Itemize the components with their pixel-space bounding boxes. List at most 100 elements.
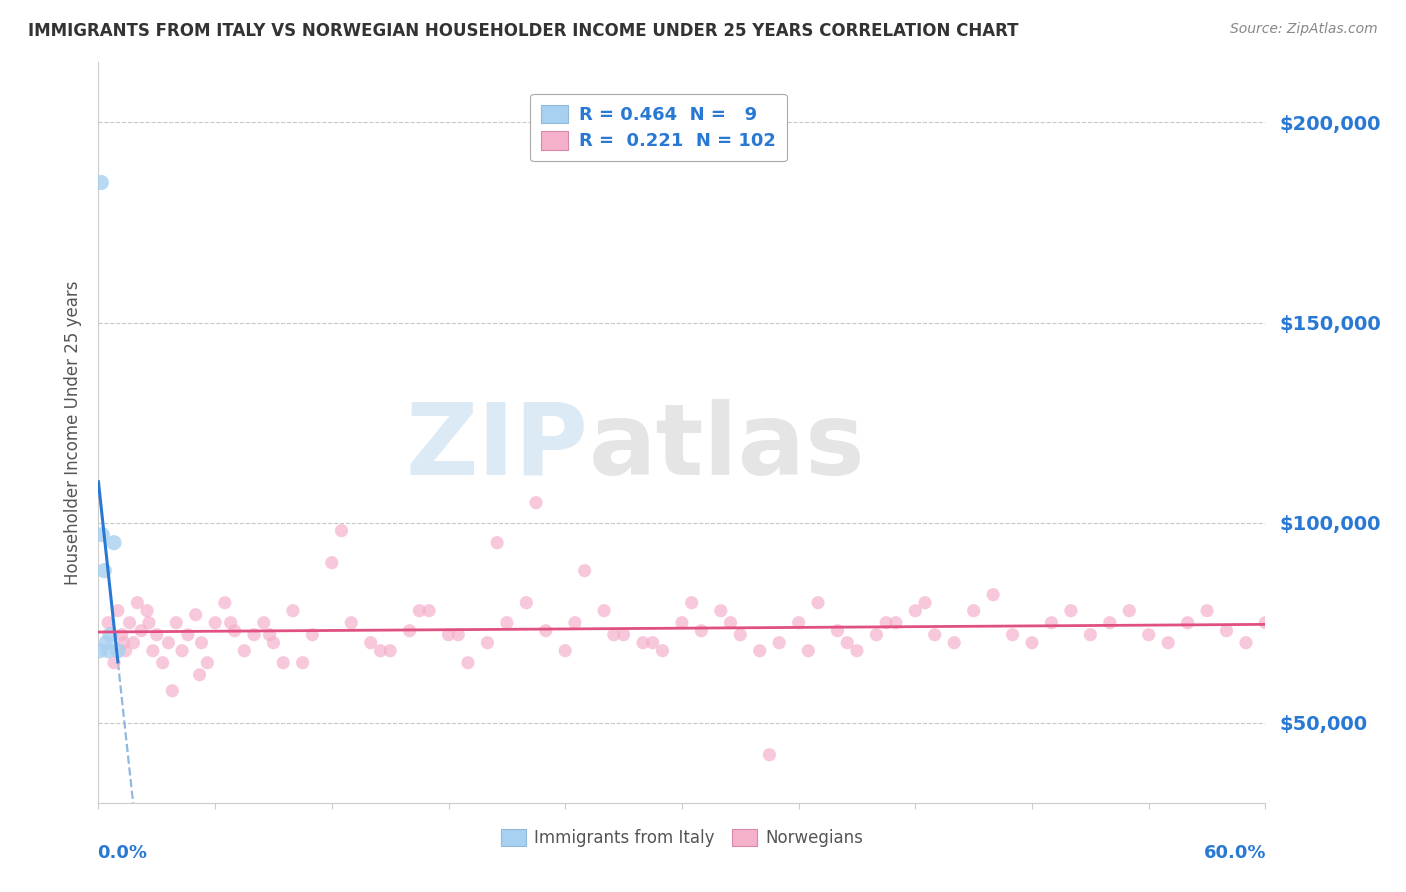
Point [188, 667, 211, 681]
Point [1040, 615, 1063, 630]
Point [177, 628, 200, 642]
Point [127, 596, 149, 610]
Point [837, 636, 859, 650]
Point [165, 615, 187, 630]
Point [97, 644, 120, 658]
Point [152, 656, 174, 670]
Point [118, 615, 141, 630]
Point [720, 615, 742, 630]
Point [710, 604, 733, 618]
Point [98, 628, 121, 642]
Point [184, 607, 207, 622]
Point [219, 615, 242, 630]
Point [827, 624, 849, 638]
Point [122, 636, 145, 650]
Point [875, 615, 897, 630]
Point [1021, 636, 1043, 650]
Point [768, 636, 790, 650]
Point [103, 656, 125, 670]
Point [380, 644, 402, 658]
Point [1157, 636, 1180, 650]
Point [107, 604, 129, 618]
Point [1195, 604, 1218, 618]
Point [904, 604, 927, 618]
Point [564, 615, 586, 630]
Point [534, 624, 557, 638]
Point [457, 656, 479, 670]
Point [613, 628, 636, 642]
Point [437, 628, 460, 642]
Point [1137, 628, 1160, 642]
Point [1118, 604, 1140, 618]
Point [97, 615, 120, 630]
Point [641, 636, 664, 650]
Point [486, 535, 509, 549]
Point [162, 683, 184, 698]
Point [96, 636, 118, 650]
Point [370, 644, 392, 658]
Point [330, 524, 353, 538]
Point [418, 604, 440, 618]
Point [730, 628, 752, 642]
Point [340, 615, 363, 630]
Legend: Immigrants from Italy, Norwegians: Immigrants from Italy, Norwegians [495, 822, 869, 854]
Point [91, 527, 114, 541]
Text: ZIP: ZIP [406, 399, 589, 496]
Point [360, 636, 382, 650]
Point [114, 644, 136, 658]
Text: 0.0%: 0.0% [97, 844, 148, 862]
Point [651, 644, 673, 658]
Point [1060, 604, 1083, 618]
Point [103, 535, 125, 549]
Point [90, 176, 112, 190]
Point [214, 596, 236, 610]
Point [259, 628, 281, 642]
Point [262, 636, 284, 650]
Point [787, 615, 810, 630]
Point [574, 564, 596, 578]
Point [281, 604, 304, 618]
Text: atlas: atlas [589, 399, 865, 496]
Point [89, 644, 111, 658]
Point [398, 624, 420, 638]
Point [1234, 636, 1257, 650]
Point [190, 636, 212, 650]
Point [129, 624, 152, 638]
Point [631, 636, 654, 650]
Point [924, 628, 946, 642]
Point [447, 628, 470, 642]
Point [195, 656, 218, 670]
Point [408, 604, 430, 618]
Point [204, 615, 226, 630]
Text: 60.0%: 60.0% [1204, 844, 1267, 862]
Point [1098, 615, 1121, 630]
Point [865, 628, 887, 642]
Point [301, 628, 323, 642]
Point [1177, 615, 1199, 630]
Point [884, 615, 907, 630]
Point [146, 628, 169, 642]
Point [943, 636, 966, 650]
Point [170, 644, 193, 658]
Point [111, 628, 134, 642]
Point [243, 628, 266, 642]
Point [477, 636, 499, 650]
Point [807, 596, 830, 610]
Point [515, 596, 537, 610]
Point [271, 656, 294, 670]
Point [1215, 624, 1237, 638]
Point [496, 615, 519, 630]
Point [112, 636, 135, 650]
Point [681, 596, 703, 610]
Point [138, 615, 160, 630]
Point [1080, 628, 1102, 642]
Point [748, 644, 770, 658]
Point [291, 656, 314, 670]
Point [136, 604, 159, 618]
Point [797, 644, 820, 658]
Point [157, 636, 180, 650]
Point [981, 588, 1004, 602]
Point [690, 624, 713, 638]
Point [603, 628, 626, 642]
Text: Source: ZipAtlas.com: Source: ZipAtlas.com [1230, 22, 1378, 37]
